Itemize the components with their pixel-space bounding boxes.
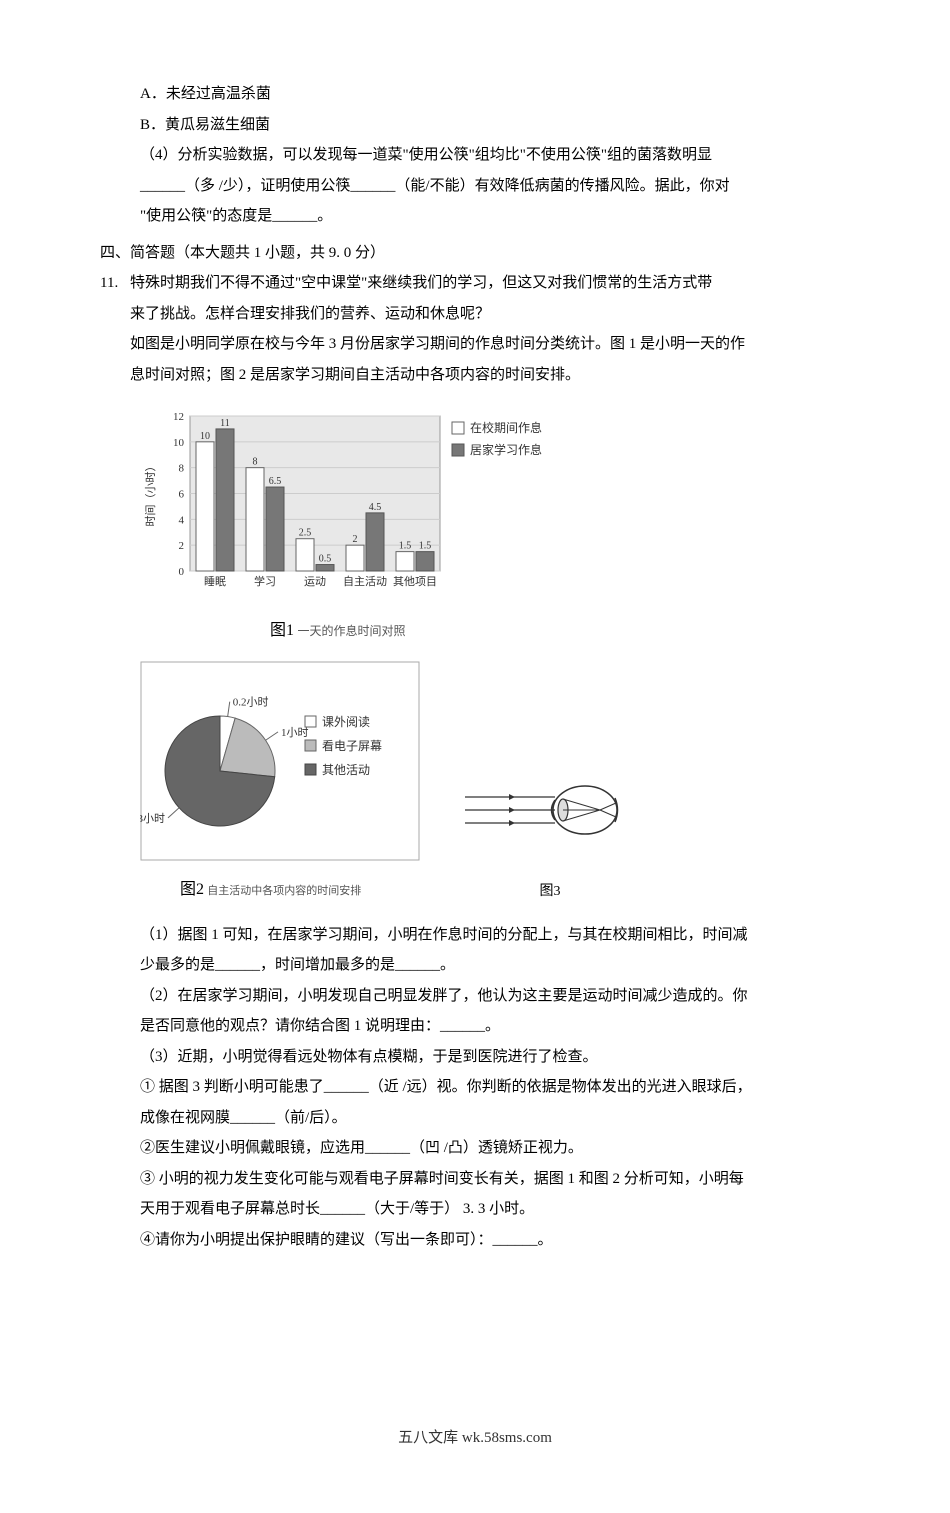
sub3c-l2: 天用于观看电子屏幕总时长______（大于/等于） 3. 3 小时。: [100, 1195, 850, 1224]
q11-l3: 如图是小明同学原在校与今年 3 月份居家学习期间的作息时间分类统计。图 1 是小…: [130, 330, 850, 359]
svg-text:学习: 学习: [254, 574, 276, 588]
chart2-caption: 图2 自主活动中各项内容的时间安排: [140, 875, 420, 905]
svg-text:2: 2: [353, 534, 358, 545]
chart1-bar-chart: 0 2 4 6 8 10 12 时间（小时） 10 11 睡眠 8 6.5 学习 2.5 0.5 运动 2 4.5 自…: [140, 401, 570, 601]
svg-text:3.3小时: 3.3小时: [140, 812, 165, 825]
svg-text:2: 2: [179, 540, 185, 552]
svg-text:2.5: 2.5: [299, 528, 312, 539]
sub1-l1: （1）据图 1 可知，在居家学习期间，小明在作息时间的分配上，与其在校期间相比，…: [100, 921, 850, 950]
svg-text:12: 12: [173, 411, 184, 423]
svg-text:自主活动: 自主活动: [343, 575, 387, 588]
q4-line2: ______（多 /少），证明使用公筷______（能/不能）有效降低病菌的传播…: [100, 172, 850, 201]
svg-text:其他项目: 其他项目: [393, 575, 437, 588]
svg-text:1.5: 1.5: [399, 541, 412, 552]
chart3-eye-diagram: [460, 755, 640, 865]
svg-text:其他活动: 其他活动: [322, 763, 370, 777]
svg-text:看电子屏幕: 看电子屏幕: [322, 739, 382, 753]
sub3d: ④请你为小明提出保护眼睛的建议（写出一条即可）：______。: [100, 1226, 850, 1255]
svg-text:居家学习作息: 居家学习作息: [470, 442, 542, 457]
svg-text:运动: 运动: [304, 575, 326, 588]
sub3a-l1: ① 据图 3 判断小明可能患了______（近 /远）视。你判断的依据是物体发出…: [100, 1073, 850, 1102]
svg-text:1.5: 1.5: [419, 541, 432, 552]
svg-text:10: 10: [200, 431, 210, 442]
svg-text:4.5: 4.5: [369, 502, 382, 513]
svg-text:0.2小时: 0.2小时: [233, 696, 269, 709]
sub3c-l1: ③ 小明的视力发生变化可能与观看电子屏幕时间变长有关，据图 1 和图 2 分析可…: [100, 1165, 850, 1194]
chart2-pie-chart: 0.2小时 1小时 3.3小时 课外阅读看电子屏幕其他活动: [140, 661, 420, 861]
svg-text:8: 8: [253, 457, 258, 468]
svg-text:在校期间作息: 在校期间作息: [470, 420, 542, 435]
sub3b: ②医生建议小明佩戴眼镜，应选用______（凹 /凸）透镜矫正视力。: [100, 1134, 850, 1163]
chart1-container: 0 2 4 6 8 10 12 时间（小时） 10 11 睡眠 8 6.5 学习 2.5 0.5 运动 2 4.5 自…: [140, 401, 850, 646]
svg-text:0.5: 0.5: [319, 554, 332, 565]
chart1-caption: 图1 一天的作息时间对照: [140, 616, 850, 646]
option-a: A．未经过高温杀菌: [100, 80, 850, 109]
sub2-l1: （2）在居家学习期间，小明发现自己明显发胖了，他认为这主要是运动时间减少造成的。…: [100, 982, 850, 1011]
svg-text:0: 0: [179, 566, 185, 578]
chart3-container: 图3: [460, 755, 640, 906]
chart3-label: 图3: [460, 879, 640, 906]
svg-text:1小时: 1小时: [281, 726, 309, 739]
svg-text:8: 8: [179, 463, 185, 475]
option-b: B．黄瓜易滋生细菌: [100, 111, 850, 140]
sub1-l2: 少最多的是______，时间增加最多的是______。: [100, 951, 850, 980]
footer-text: 五八文库 wk.58sms.com: [100, 1424, 850, 1453]
svg-text:10: 10: [173, 437, 185, 449]
svg-text:课外阅读: 课外阅读: [322, 715, 370, 729]
sub2-l2: 是否同意他的观点？请你结合图 1 说明理由：______。: [100, 1012, 850, 1041]
svg-text:4: 4: [179, 514, 185, 526]
q11-l2: 来了挑战。怎样合理安排我们的营养、运动和休息呢？: [130, 300, 850, 329]
q4-line1: （4）分析实验数据，可以发现每一道菜"使用公筷"组均比"不使用公筷"组的菌落数明…: [100, 141, 850, 170]
section4-title: 四、简答题（本大题共 1 小题，共 9. 0 分）: [100, 239, 850, 268]
svg-text:睡眠: 睡眠: [204, 575, 226, 588]
q11-l1: 特殊时期我们不得不通过"空中课堂"来继续我们的学习，但这又对我们惯常的生活方式带: [130, 269, 850, 298]
svg-text:11: 11: [220, 418, 230, 429]
chart2-container: 0.2小时 1小时 3.3小时 课外阅读看电子屏幕其他活动 图2 自主活动中各项内容的…: [140, 661, 420, 906]
q11-l4: 息时间对照；图 2 是居家学习期间自主活动中各项内容的时间安排。: [130, 361, 850, 390]
q11-number: 11.: [100, 269, 130, 391]
q4-line3: "使用公筷"的态度是______。: [100, 202, 850, 231]
sub3: （3）近期，小明觉得看远处物体有点模糊，于是到医院进行了检查。: [100, 1043, 850, 1072]
svg-text:时间（小时）: 时间（小时）: [144, 461, 157, 527]
sub3a-l2: 成像在视网膜______（前/后）。: [100, 1104, 850, 1133]
svg-text:6: 6: [179, 489, 185, 501]
svg-text:6.5: 6.5: [269, 476, 282, 487]
